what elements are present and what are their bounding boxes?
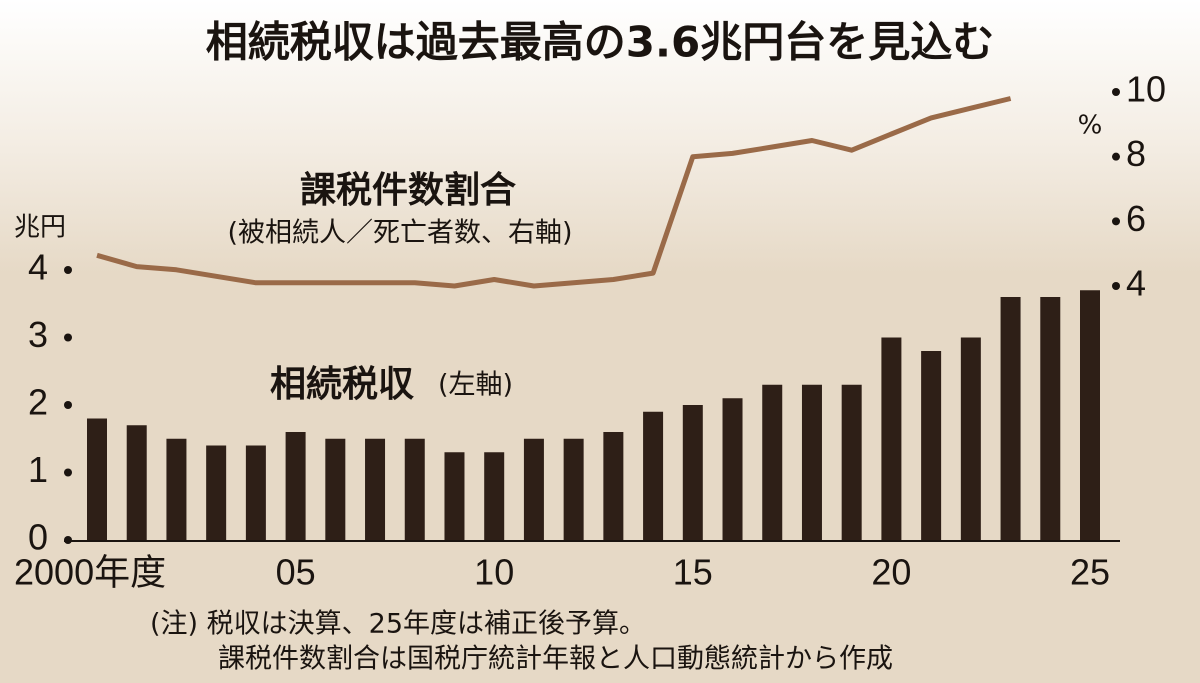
y-tick [64, 468, 72, 477]
y2-unit: % [1078, 111, 1103, 141]
y-tick [64, 401, 72, 409]
bar [921, 351, 942, 540]
bar [444, 452, 465, 540]
bar [365, 438, 386, 540]
y-tick-label: 1 [28, 449, 48, 490]
bar [325, 438, 346, 540]
bar [643, 411, 664, 540]
bar [484, 452, 505, 540]
bar [126, 425, 147, 540]
bar [682, 405, 703, 540]
bar [603, 432, 624, 540]
bar-label: 相続税収 [270, 364, 414, 405]
bar [960, 337, 981, 540]
y2-tick [1112, 282, 1120, 290]
y2-tick [1112, 217, 1120, 226]
bar [881, 337, 902, 540]
x-tick-label: 10 [474, 552, 514, 593]
y-tick-label: 2 [28, 382, 48, 423]
y2-tick [1112, 152, 1120, 161]
x-tick-label: 15 [673, 552, 713, 593]
bar [1080, 290, 1100, 540]
y2-tick-label: 4 [1126, 263, 1146, 304]
bar-note: (左軸) [438, 370, 513, 401]
y-tick [64, 536, 72, 544]
bar [166, 438, 187, 540]
y2-tick-label: 6 [1126, 198, 1146, 239]
bar [762, 384, 783, 540]
y-tick-label: 4 [28, 247, 48, 288]
y-tick-label: 3 [28, 314, 48, 355]
bar [722, 398, 743, 540]
bar [245, 445, 266, 540]
x-tick-label: 2000年度 [14, 552, 166, 593]
bar [404, 438, 425, 540]
line-note: (被相続人／死亡者数、右軸) [227, 218, 572, 249]
y-tick [64, 266, 72, 274]
x-tick-label: 05 [276, 552, 316, 593]
bar [87, 418, 107, 540]
chart-title: 相続税収は過去最高の3.6兆円台を見込む [206, 18, 994, 67]
y2-tick [1112, 88, 1120, 96]
bar [1040, 297, 1061, 540]
bar [285, 432, 306, 540]
note: (注) 税収は決算、25年度は補正後予算。 [150, 609, 646, 640]
y-unit: 兆円 [14, 213, 66, 243]
bar [563, 438, 584, 540]
bar [1000, 297, 1021, 540]
line [96, 96, 1012, 289]
bar [801, 384, 822, 540]
bar [206, 445, 227, 540]
x-tick-label: 25 [1070, 552, 1110, 593]
bar [523, 438, 544, 540]
line-label: 課税件数割合 [300, 170, 516, 211]
y2-tick-label: 8 [1126, 133, 1146, 174]
y-tick-label: 0 [28, 517, 48, 558]
y2-tick-label: 10 [1126, 69, 1166, 110]
y-tick [64, 333, 72, 342]
bar [841, 384, 862, 540]
note: 課税件数割合は国税庁統計年報と人口動態統計から作成 [218, 644, 893, 675]
x-tick-label: 20 [871, 552, 911, 593]
